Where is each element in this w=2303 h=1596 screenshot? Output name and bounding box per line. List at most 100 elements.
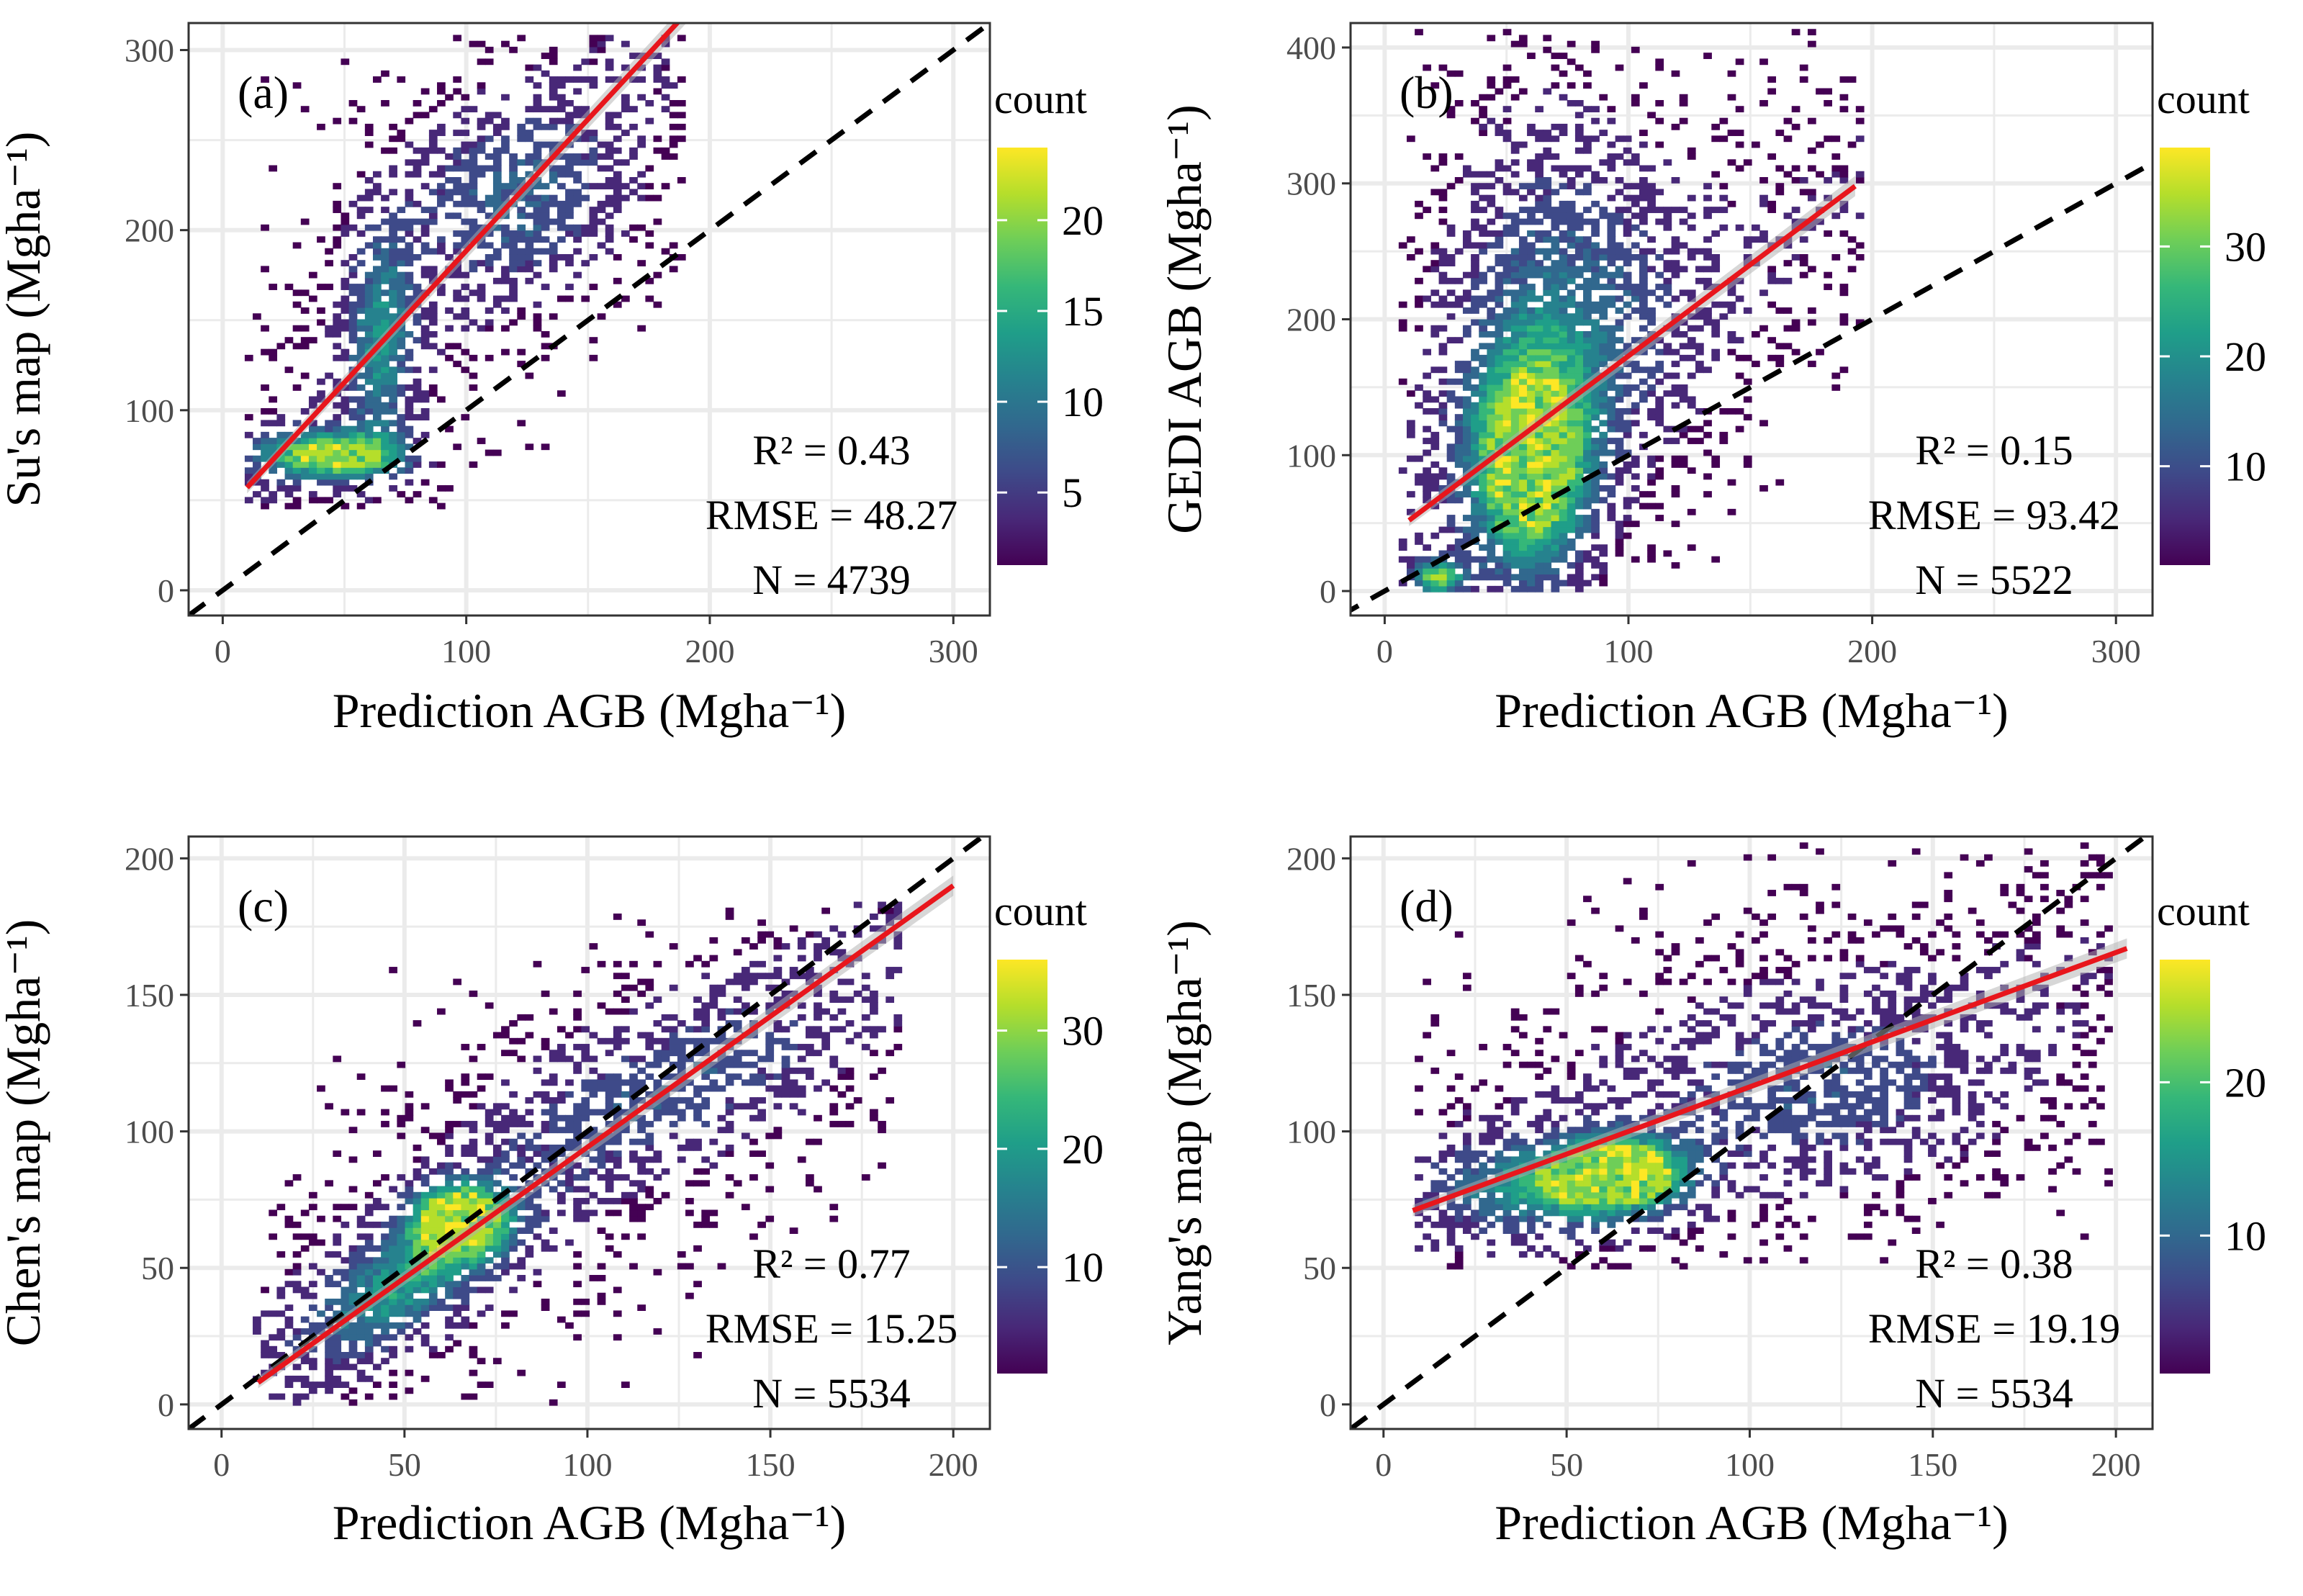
- heatmap-cell: [356, 260, 366, 267]
- heatmap-cell: [1735, 224, 1744, 231]
- heatmap-cell: [1615, 473, 1624, 480]
- heatmap-cell: [1438, 420, 1448, 427]
- heatmap-cell: [1807, 29, 1816, 36]
- heatmap-cell: [1495, 515, 1504, 521]
- heatmap-cell: [405, 431, 414, 438]
- heatmap-cell: [1623, 248, 1632, 255]
- heatmap-cell: [1446, 277, 1456, 284]
- heatmap-cell: [509, 1138, 518, 1145]
- heatmap-cell: [1487, 194, 1496, 202]
- heatmap-cell: [1623, 194, 1632, 202]
- heatmap-cell: [1479, 230, 1487, 237]
- heatmap-cell: [1430, 1221, 1440, 1228]
- heatmap-cell: [405, 396, 414, 403]
- heatmap-cell: [653, 996, 662, 1004]
- heatmap-cell: [1599, 461, 1608, 468]
- heatmap-cell: [549, 76, 558, 83]
- heatmap-cell: [653, 271, 662, 279]
- heatmap-cell: [1454, 176, 1464, 184]
- heatmap-cell: [1567, 484, 1576, 492]
- heatmap-cell: [541, 224, 550, 231]
- heatmap-cell: [405, 1198, 414, 1204]
- heatmap-cell: [1591, 319, 1600, 326]
- heatmap-cell: [389, 1186, 397, 1193]
- heatmap-cell: [492, 1233, 502, 1240]
- heatmap-cell: [1743, 455, 1752, 462]
- heatmap-cell: [765, 1055, 775, 1063]
- heatmap-cell: [453, 1174, 462, 1181]
- heatmap-cell: [749, 1079, 758, 1086]
- heatmap-cell: [621, 1381, 630, 1388]
- heatmap-cell: [717, 1037, 726, 1045]
- heatmap-cell: [1615, 307, 1624, 314]
- heatmap-cell: [1599, 248, 1608, 255]
- heatmap-cell: [372, 1221, 382, 1228]
- heatmap-cell: [325, 1345, 333, 1353]
- heatmap-cell: [372, 1198, 382, 1204]
- heatmap-cell: [581, 58, 590, 66]
- heatmap-cell: [629, 189, 638, 196]
- heatmap-cell: [581, 1215, 590, 1222]
- heatmap-cell: [1462, 1168, 1472, 1175]
- heatmap-cell: [845, 1020, 855, 1027]
- heatmap-cell: [1727, 70, 1736, 77]
- heatmap-cell: [364, 284, 374, 290]
- heatmap-cell: [605, 1174, 614, 1181]
- heatmap-cell: [517, 224, 526, 231]
- heatmap-cell: [1527, 307, 1536, 314]
- heatmap-cell: [693, 1014, 702, 1021]
- heatmap-cell: [1567, 372, 1576, 379]
- heatmap-cell: [1446, 526, 1456, 533]
- heatmap-cell: [573, 1014, 582, 1021]
- heatmap-cell: [1551, 277, 1560, 284]
- heatmap-cell: [1647, 366, 1656, 374]
- heatmap-cell: [661, 153, 670, 160]
- heatmap-cell: [389, 1263, 397, 1270]
- heatmap-cell: [1446, 1221, 1456, 1228]
- heatmap-cell: [1559, 449, 1568, 456]
- heatmap-cell: [1510, 230, 1520, 237]
- heatmap-cell: [300, 1292, 310, 1299]
- heatmap-cell: [1567, 271, 1576, 279]
- heatmap-cell: [533, 1281, 542, 1288]
- heatmap-cell: [317, 438, 325, 444]
- heatmap-cell: [1607, 212, 1616, 220]
- heatmap-cell: [541, 1245, 550, 1252]
- heatmap-cell: [469, 354, 478, 361]
- heatmap-cell: [1727, 301, 1736, 308]
- heatmap-cell: [420, 271, 430, 279]
- heatmap-cell: [1406, 568, 1415, 574]
- heatmap-cell: [389, 230, 397, 237]
- heatmap-cell: [517, 1037, 526, 1045]
- heatmap-cell: [1495, 366, 1504, 374]
- heatmap-cell: [356, 1281, 366, 1288]
- heatmap-cell: [1607, 343, 1616, 350]
- heatmap-cell: [1518, 568, 1528, 574]
- panel-border: [187, 835, 991, 1430]
- heatmap-cell: [1495, 88, 1504, 95]
- heatmap-cell: [1799, 271, 1808, 279]
- heatmap-cell: [485, 1168, 494, 1175]
- heatmap-cell: [797, 937, 806, 944]
- heatmap-cell: [1510, 420, 1520, 427]
- heatmap-cell: [492, 189, 502, 196]
- heatmap-cell: [1591, 414, 1600, 421]
- heatmap-cell: [525, 200, 534, 207]
- heatmap-cell: [364, 1358, 374, 1365]
- heatmap-cell: [413, 1174, 422, 1181]
- heatmap-cell: [509, 295, 518, 302]
- heatmap-cell: [1423, 978, 1431, 986]
- heatmap-cell: [397, 289, 406, 297]
- heatmap-cell: [477, 295, 486, 302]
- heatmap-cell: [1679, 343, 1688, 350]
- heatmap-cell: [477, 1085, 486, 1092]
- heatmap-cell: [1551, 526, 1560, 533]
- heatmap-cell: [653, 1114, 662, 1122]
- heatmap-cell: [1518, 580, 1528, 587]
- heatmap-cell: [317, 378, 325, 385]
- heatmap-cell: [405, 1091, 414, 1098]
- heatmap-cell: [372, 366, 382, 374]
- heatmap-cell: [1479, 484, 1487, 492]
- heatmap-cell: [461, 1322, 470, 1329]
- heatmap-cell: [269, 449, 278, 456]
